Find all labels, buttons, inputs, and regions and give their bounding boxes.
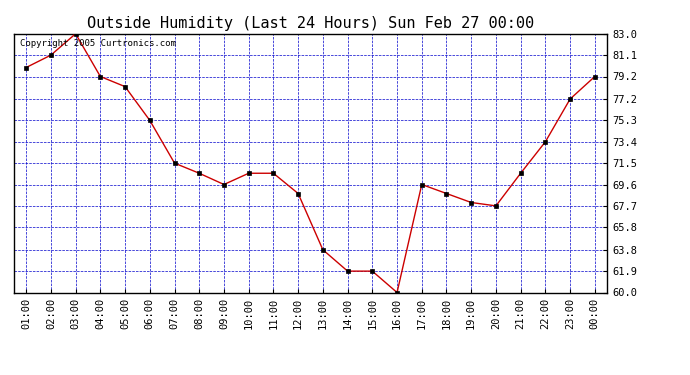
Text: Copyright 2005 Curtronics.com: Copyright 2005 Curtronics.com bbox=[20, 39, 176, 48]
Title: Outside Humidity (Last 24 Hours) Sun Feb 27 00:00: Outside Humidity (Last 24 Hours) Sun Feb… bbox=[87, 16, 534, 31]
